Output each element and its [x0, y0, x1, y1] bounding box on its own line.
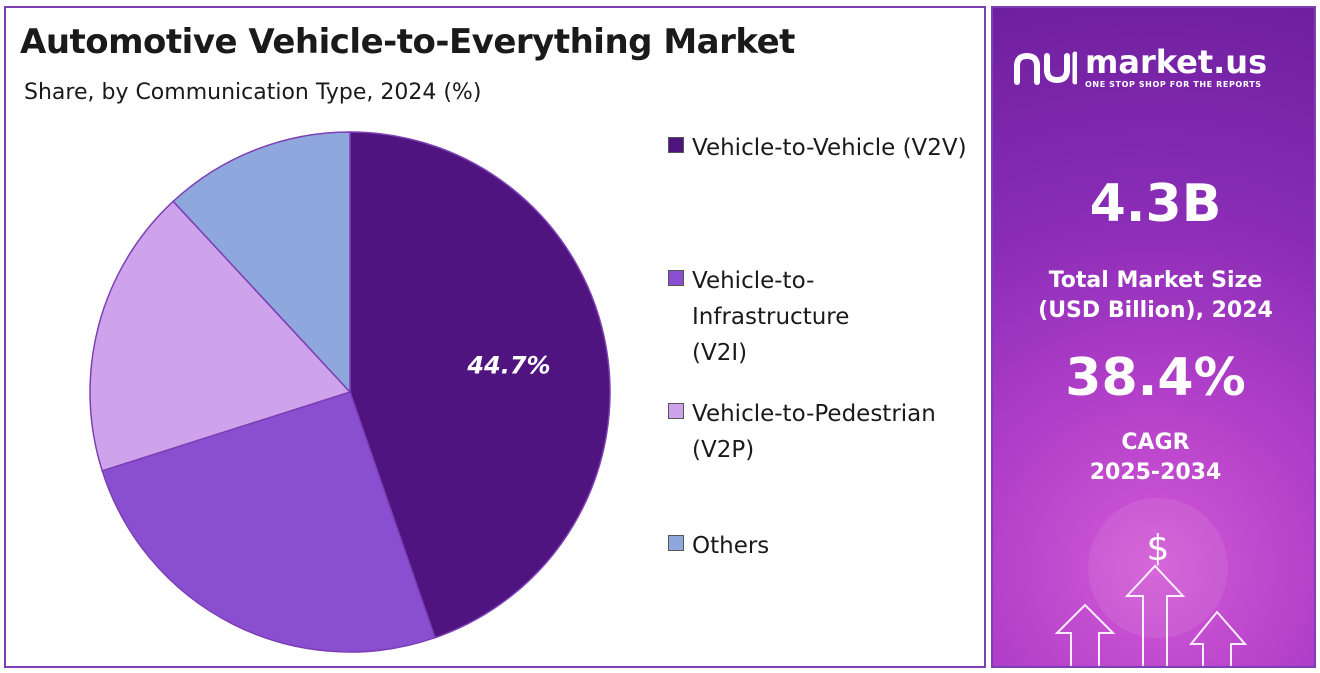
up-arrow-icon	[1054, 564, 1248, 666]
summary-panel: $ market.us ONE STOP SHOP FOR THE REPORT…	[991, 6, 1316, 668]
dollar-symbol: $	[1147, 528, 1170, 569]
legend-label-v2p: Vehicle-to-Pedestrian (V2P)	[692, 401, 936, 463]
legend-swatch-v2v	[668, 137, 684, 153]
pie-slice-v2i	[101, 391, 436, 653]
market-us-logo-icon	[1014, 51, 1077, 85]
pie-slice-others	[172, 131, 351, 394]
brand: market.us ONE STOP SHOP FOR THE REPORTS	[1013, 46, 1267, 89]
legend-item-v2p: Vehicle-to-Pedestrian (V2P)	[668, 396, 982, 468]
pie-slice-v2p	[89, 200, 352, 472]
pie-slice-v2v	[349, 131, 611, 639]
pie-data-label: 44.7%	[466, 351, 550, 379]
market-size-label-1: Total Market Size	[1048, 268, 1263, 293]
cagr-label-1: CAGR	[1121, 430, 1190, 455]
cagr-label-2: 2025-2034	[1089, 460, 1222, 485]
legend-swatch-v2i	[668, 270, 684, 286]
market-size-value: 4.3B	[1089, 174, 1222, 234]
legend-item-v2i: Vehicle-to-Infrastructure (V2I)	[668, 263, 892, 371]
cagr-value: 38.4%	[1065, 348, 1246, 408]
market-size-label-2: (USD Billion), 2024	[1038, 298, 1273, 323]
legend-label-v2v: Vehicle-to-Vehicle (V2V)	[692, 135, 967, 161]
legend-swatch-v2p	[668, 403, 684, 419]
chart-subtitle: Share, by Communication Type, 2024 (%)	[24, 80, 482, 105]
legend-label-v2i: Vehicle-to-Infrastructure (V2I)	[692, 268, 850, 366]
brand-name: market.us	[1085, 43, 1268, 81]
chart-title: Automotive Vehicle-to-Everything Market	[20, 22, 795, 62]
brand-tagline: ONE STOP SHOP FOR THE REPORTS	[1085, 80, 1262, 89]
legend-item-v2v: Vehicle-to-Vehicle (V2V)	[668, 130, 982, 166]
legend-swatch-others	[668, 535, 684, 551]
legend-label-others: Others	[692, 533, 770, 559]
pie-chart: 44.7%	[89, 131, 611, 653]
legend-item-others: Others	[668, 528, 982, 564]
chart-panel: Automotive Vehicle-to-Everything Market …	[4, 6, 986, 668]
decor-graphics: $	[1054, 498, 1248, 666]
